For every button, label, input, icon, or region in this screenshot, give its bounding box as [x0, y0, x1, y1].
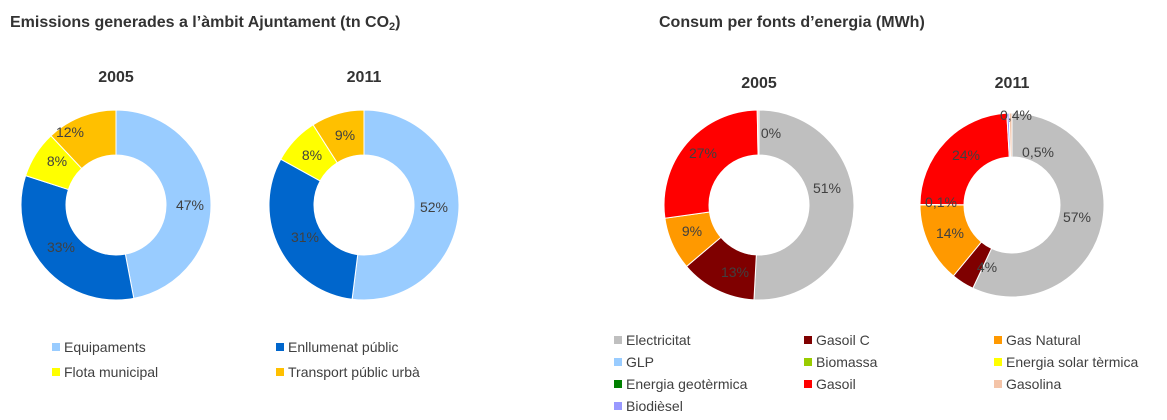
- donut-segment: [972, 112, 1105, 298]
- legend-swatch: [994, 336, 1002, 344]
- donut-chart-2: 2005 51% 13% 9% 27% 0%: [663, 75, 855, 301]
- legend-emissions: Equipaments Enllumenat públic Flota munici…: [52, 339, 420, 380]
- data-label: 9%: [682, 223, 702, 239]
- donut-segment: [1008, 112, 1013, 158]
- data-label: 12%: [56, 124, 84, 140]
- donut-segment: [115, 109, 212, 299]
- legend-energy: Electricitat Gasoil C Gas Natural GLP Biomas…: [614, 332, 1138, 414]
- legend-swatch: [52, 368, 60, 376]
- legend-label: Biodièsel: [626, 398, 683, 414]
- legend-label: GLP: [626, 354, 654, 370]
- legend-swatch: [614, 336, 622, 344]
- data-label: 52%: [420, 199, 448, 215]
- data-label: 0,4%: [1000, 107, 1032, 123]
- data-label: 0,1%: [925, 194, 957, 210]
- legend-label: Electricitat: [626, 332, 691, 348]
- data-label: 24%: [952, 147, 980, 163]
- emissions-panel-title: Emissions generades a l’àmbit Ajuntament…: [10, 14, 401, 33]
- data-label: 0,5%: [1022, 144, 1054, 160]
- legend-label: Gas Natural: [1006, 332, 1081, 348]
- data-label: 31%: [291, 229, 319, 245]
- donut-segment: [20, 175, 135, 301]
- donut-segment: [919, 112, 1010, 206]
- donut-segment: [753, 109, 855, 301]
- chart-title: 2011: [347, 69, 382, 86]
- data-label: 27%: [689, 145, 717, 161]
- legend-label: Gasoil: [816, 376, 856, 392]
- legend-swatch: [52, 343, 60, 351]
- data-label: 33%: [47, 239, 75, 255]
- legend-swatch: [804, 358, 812, 366]
- legend-swatch: [994, 380, 1002, 388]
- donut-chart-1: 2011 52% 31% 8% 9%: [268, 69, 460, 301]
- legend-label: Flota municipal: [64, 364, 158, 380]
- donut-segment: [663, 109, 759, 219]
- chart-title: 2005: [98, 69, 134, 86]
- emissions-title-close: ): [395, 14, 401, 31]
- legend-swatch: [804, 380, 812, 388]
- legend-label: Biomassa: [816, 354, 878, 370]
- legend-label: Gasoil C: [816, 332, 870, 348]
- data-label: 9%: [335, 127, 355, 143]
- donut-segment: [312, 109, 365, 164]
- data-label: 8%: [47, 153, 67, 169]
- chart-title: 2011: [995, 75, 1030, 92]
- legend-swatch: [276, 368, 284, 376]
- donut-chart-0: 2005 47% 33% 8% 12%: [20, 69, 212, 301]
- data-label: 57%: [1063, 209, 1091, 225]
- legend-label: Enllumenat públic: [288, 339, 399, 355]
- legend-label: Transport públic urbà: [288, 364, 420, 380]
- legend-label: Energia geotèrmica: [626, 376, 748, 392]
- legend-label: Energia solar tèrmica: [1006, 354, 1138, 370]
- legend-swatch: [804, 336, 812, 344]
- consumption-panel-title: Consum per fonts d’energia (MWh): [659, 14, 925, 31]
- donut-segment: [351, 109, 460, 301]
- legend-swatch: [614, 380, 622, 388]
- emissions-title-text: Emissions generades a l’àmbit Ajuntament…: [10, 14, 390, 31]
- legend-swatch: [614, 358, 622, 366]
- data-label: 47%: [176, 197, 204, 213]
- legend-swatch: [614, 402, 622, 410]
- chart-title: 2005: [741, 75, 777, 92]
- legend-label: Gasolina: [1006, 376, 1061, 392]
- legend-swatch: [994, 358, 1002, 366]
- data-label: 51%: [813, 180, 841, 196]
- donut-segment: [268, 158, 359, 300]
- data-label: 13%: [721, 264, 749, 280]
- donut-segment: [756, 109, 760, 156]
- data-label: 0%: [761, 125, 781, 141]
- data-label: 4%: [977, 259, 997, 275]
- emissions-title-subscript: 2: [389, 21, 396, 33]
- data-label: 8%: [302, 147, 322, 163]
- donut-chart-3: 2011 57% 4% 14% 0,1% 24% 0,4% 0,5%: [919, 75, 1105, 298]
- donut-segment: [50, 109, 117, 170]
- legend-swatch: [276, 343, 284, 351]
- data-label: 14%: [936, 225, 964, 241]
- legend-label: Equipaments: [64, 339, 146, 355]
